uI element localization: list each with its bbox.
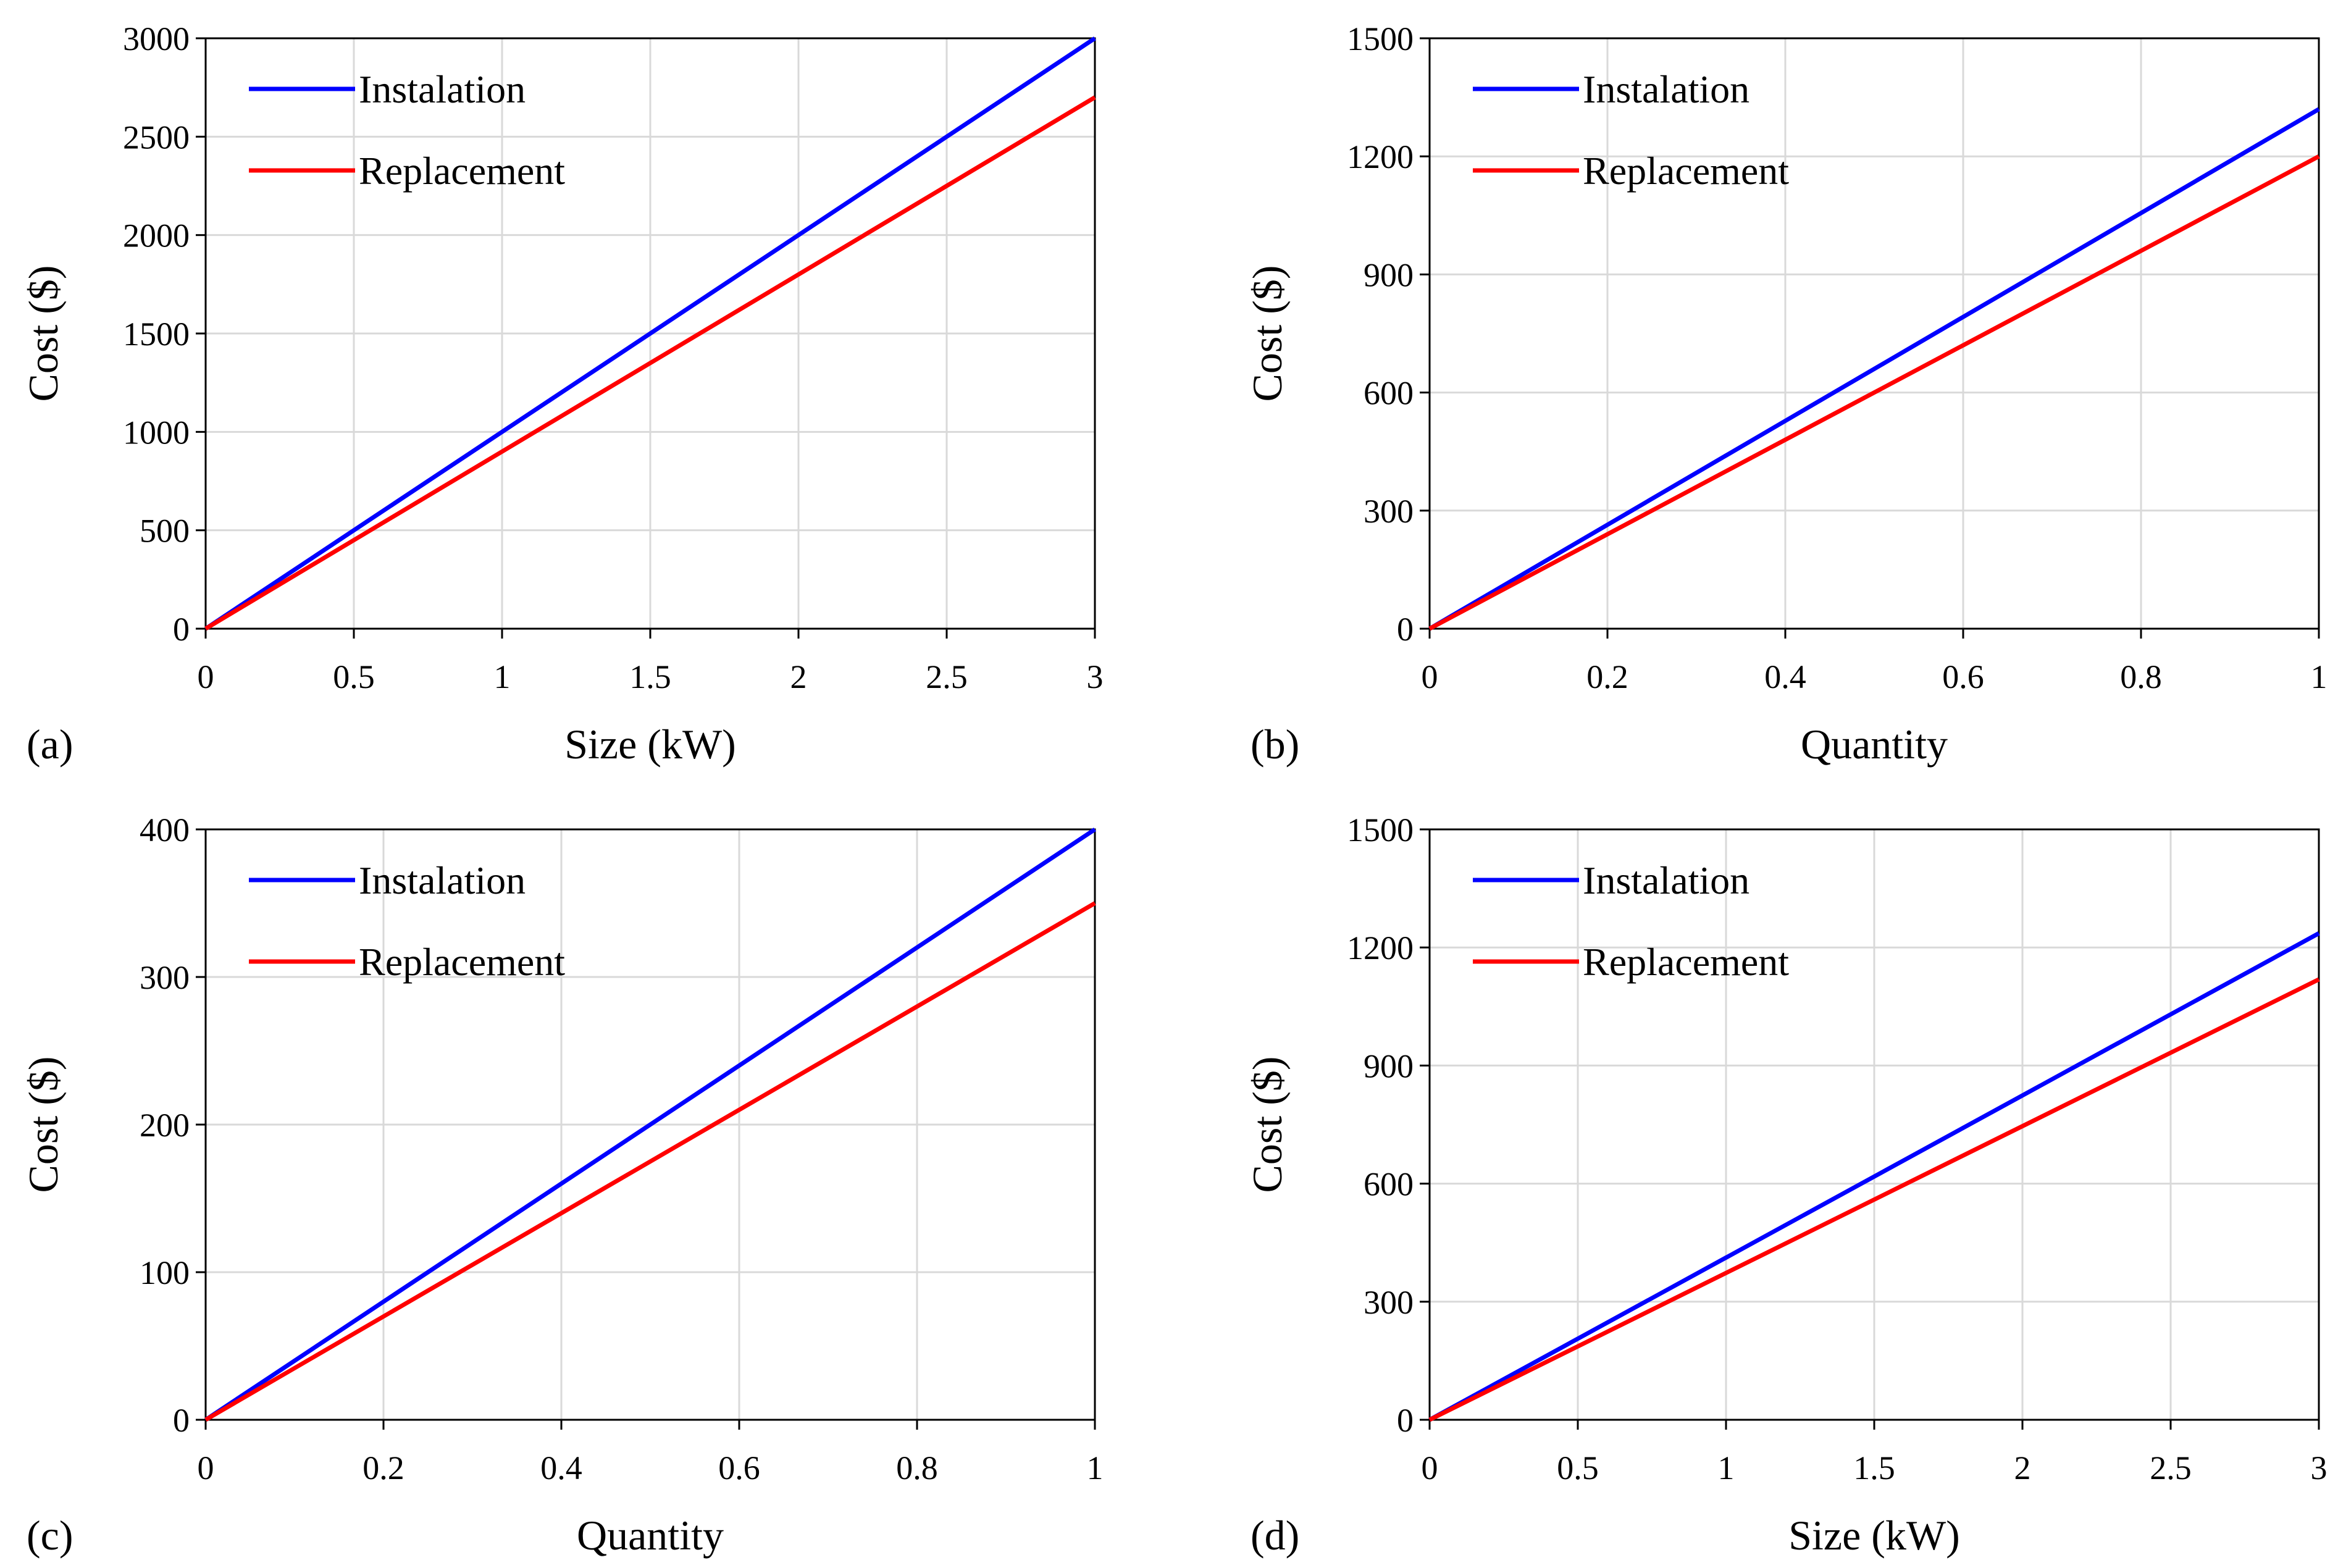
x-tick-label: 0.5 — [1557, 1449, 1599, 1486]
y-tick-label: 1200 — [1347, 929, 1414, 966]
x-tick-label: 0.4 — [540, 1449, 582, 1486]
x-tick-label: 1 — [2311, 658, 2328, 695]
y-tick-label: 2000 — [123, 217, 190, 254]
panel-label: (c) — [27, 1512, 73, 1559]
y-tick-label: 0 — [173, 1402, 190, 1439]
x-tick-label: 3 — [1087, 658, 1104, 695]
y-tick-label: 200 — [140, 1107, 190, 1144]
x-tick-label: 2.5 — [2150, 1449, 2192, 1486]
x-tick-label: 0.4 — [1764, 658, 1806, 695]
y-tick-label: 1500 — [123, 316, 190, 353]
panel-label: (b) — [1251, 721, 1299, 768]
x-axis-title: Quantity — [577, 1512, 724, 1559]
series-line-instalation — [204, 36, 1096, 631]
x-tick-label: 1.5 — [629, 658, 671, 695]
x-axis-title: Size (kW) — [564, 721, 736, 768]
legend-label-replacement: Replacement — [1583, 940, 1789, 984]
y-tick-label: 100 — [140, 1254, 190, 1291]
y-tick-label: 300 — [1364, 493, 1414, 530]
x-axis-title: Quantity — [1801, 721, 1948, 768]
x-tick-label: 2 — [2014, 1449, 2031, 1486]
y-tick-label: 300 — [1364, 1284, 1414, 1321]
y-tick-label: 400 — [140, 811, 190, 849]
y-tick-label: 0 — [1397, 611, 1414, 648]
series-line-instalation — [204, 828, 1096, 1422]
y-tick-label: 1200 — [1347, 138, 1414, 175]
y-tick-label: 300 — [140, 959, 190, 996]
x-tick-label: 0.8 — [896, 1449, 938, 1486]
x-tick-label: 0.2 — [1586, 658, 1628, 695]
y-tick-label: 1000 — [123, 414, 190, 451]
x-tick-label: 0 — [1422, 1449, 1438, 1486]
panel-label: (a) — [27, 721, 73, 768]
y-axis-title: Cost ($) — [20, 266, 67, 402]
x-tick-label: 1 — [1718, 1449, 1735, 1486]
legend-label-instalation: Instalation — [1583, 67, 1749, 111]
y-tick-label: 900 — [1364, 1047, 1414, 1084]
series-line-replacement — [204, 95, 1096, 631]
y-tick-label: 500 — [140, 513, 190, 550]
x-tick-label: 0.6 — [718, 1449, 760, 1486]
series-line-instalation — [1428, 931, 2320, 1422]
x-tick-label: 0.6 — [1942, 658, 1984, 695]
y-tick-label: 1500 — [1347, 20, 1414, 57]
x-tick-label: 2.5 — [926, 658, 968, 695]
series-line-instalation — [1428, 107, 2320, 631]
legend-label-instalation: Instalation — [359, 858, 526, 902]
y-tick-label: 0 — [1397, 1402, 1414, 1439]
panel-label: (d) — [1251, 1512, 1299, 1559]
series-line-replacement — [1428, 154, 2320, 631]
x-axis-title: Size (kW) — [1788, 1512, 1960, 1559]
x-tick-label: 1 — [1087, 1449, 1104, 1486]
legend-label-replacement: Replacement — [359, 940, 565, 984]
x-tick-label: 1 — [494, 658, 511, 695]
y-tick-label: 600 — [1364, 1166, 1414, 1203]
x-tick-label: 1.5 — [1853, 1449, 1895, 1486]
x-tick-label: 2 — [790, 658, 807, 695]
y-axis-title: Cost ($) — [20, 1057, 67, 1193]
legend-label-instalation: Instalation — [359, 67, 526, 111]
series-line-replacement — [1428, 977, 2320, 1422]
plot-area-frame — [1428, 37, 2320, 630]
chart-panel-d: 0 0.5 1 1.5 2 2.5 3 0 300 600 900 1200 1500 Size (kW)… — [1244, 811, 2328, 1559]
x-tick-label: 0 — [198, 1449, 214, 1486]
x-tick-label: 0.2 — [362, 1449, 404, 1486]
legend-label-replacement: Replacement — [1583, 149, 1789, 193]
y-axis-title: Cost ($) — [1244, 1057, 1291, 1193]
legend-label-instalation: Instalation — [1583, 858, 1749, 902]
y-tick-label: 2500 — [123, 119, 190, 156]
x-tick-label: 0 — [198, 658, 214, 695]
y-axis-title: Cost ($) — [1244, 266, 1291, 402]
chart-panel-c: 0 0.2 0.4 0.6 0.8 1 0 100 200 300 400 Quantity Cost … — [20, 811, 1104, 1559]
series-line-replacement — [204, 901, 1096, 1422]
y-tick-label: 600 — [1364, 375, 1414, 412]
y-tick-label: 0 — [173, 611, 190, 648]
chart-panel-b: 0 0.2 0.4 0.6 0.8 1 0 300 600 900 1200 1500 Quantity… — [1244, 20, 2328, 768]
x-tick-label: 0.8 — [2120, 658, 2162, 695]
y-tick-label: 1500 — [1347, 811, 1414, 849]
chart-panel-a: 0 0.5 1 1.5 2 2.5 3 0 500 1000 1500 2000 2500 3000 Siz… — [20, 20, 1104, 768]
legend-label-replacement: Replacement — [359, 149, 565, 193]
x-tick-label: 0 — [1422, 658, 1438, 695]
x-tick-label: 0.5 — [333, 658, 375, 695]
y-tick-label: 3000 — [123, 20, 190, 57]
x-tick-label: 3 — [2311, 1449, 2328, 1486]
y-tick-label: 900 — [1364, 256, 1414, 293]
